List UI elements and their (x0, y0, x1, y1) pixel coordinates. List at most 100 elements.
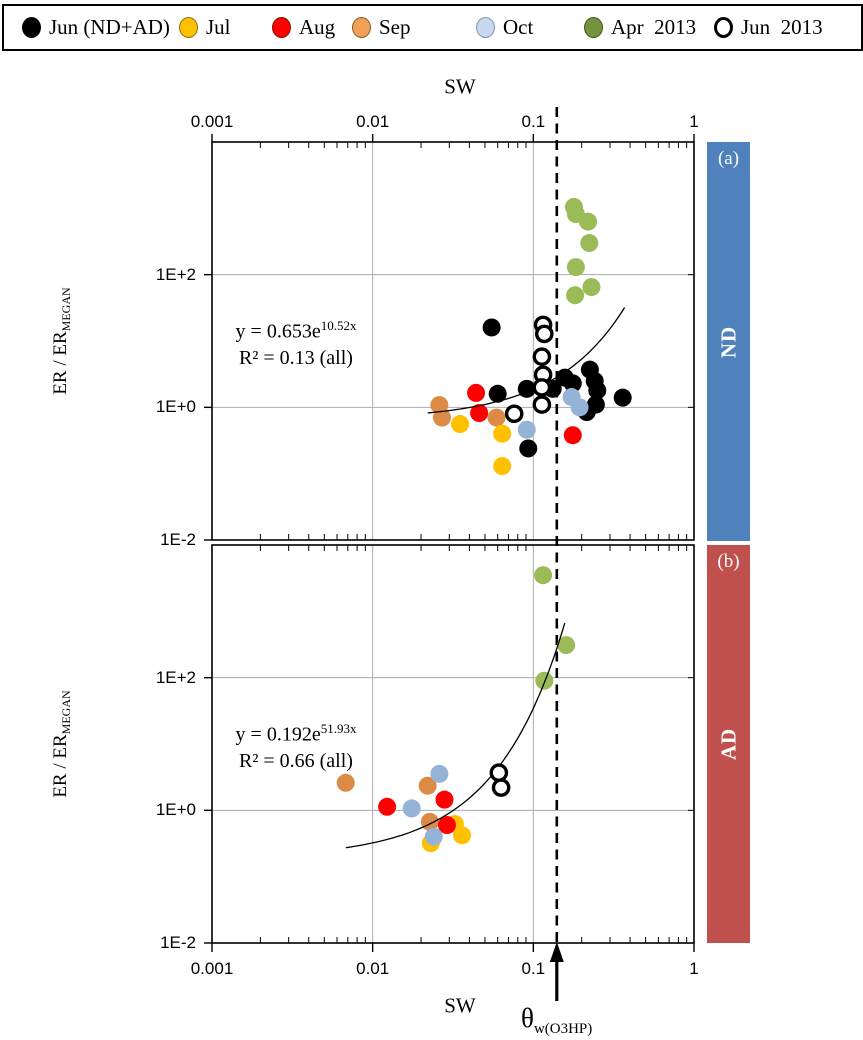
x-tick-label-bottom: 0.1 (521, 959, 546, 978)
data-point-oct (570, 398, 589, 417)
data-point-jun-2013-open (532, 347, 552, 366)
legend-item-label: Sep (379, 15, 411, 39)
data-point-jun-nd-ad- (519, 439, 538, 458)
data-point-oct (424, 827, 443, 846)
equation-line: y = 0.192e51.93x (235, 721, 357, 746)
circle-marker-icon (584, 17, 603, 38)
data-point-sep (487, 408, 506, 427)
data-point-jun-nd-ad- (613, 388, 632, 407)
x-tick-label-top: 0.001 (190, 112, 234, 131)
data-point-sep (418, 776, 437, 795)
theta-arrow-head (549, 942, 564, 962)
data-point-oct (402, 799, 421, 818)
legend-item-apr-2013: Apr 2013 (584, 6, 696, 49)
circle-marker-icon (352, 17, 371, 38)
legend-item-label: Aug (299, 15, 336, 39)
panel-border-a (211, 141, 695, 541)
data-point-apr-2013 (580, 234, 599, 253)
data-point-oct (517, 420, 536, 439)
circle-marker-icon (22, 17, 41, 38)
legend: Jun (ND+AD) Jul Aug Sep Oct Apr 2013 Jun 2013 (2, 4, 863, 51)
fit-equation-panel-a: y = 0.653e10.52x R² = 0.13 (all) (186, 313, 406, 371)
data-point-apr-2013 (582, 278, 601, 297)
panel-border-b (211, 544, 695, 944)
data-point-apr-2013 (534, 566, 553, 585)
data-point-jun-nd-ad- (482, 318, 501, 337)
legend-item-sep: Sep (352, 6, 411, 49)
y-tick-label: 1E+0 (155, 800, 196, 820)
data-point-jul (493, 457, 512, 476)
data-point-jul (451, 415, 470, 434)
panel-b-tag: (b) (717, 551, 740, 572)
data-point-sep (336, 773, 355, 792)
y-tick-label: 1E+2 (155, 667, 196, 687)
legend-item-label: Jul (206, 15, 231, 39)
fit-equation-panel-b: y = 0.192e51.93x R² = 0.66 (all) (186, 716, 406, 774)
y-tick-label: 1E+0 (155, 397, 196, 417)
x-tick-label-top: 0.1 (521, 112, 546, 131)
data-point-oct (430, 764, 449, 783)
x-tick-label-bottom: 1 (689, 959, 699, 978)
data-point-apr-2013 (566, 286, 585, 305)
data-point-apr-2013 (557, 636, 576, 655)
circle-marker-icon (476, 17, 495, 38)
legend-item-jun-2013: Jun 2013 (714, 6, 823, 49)
data-point-aug (470, 404, 489, 423)
ad-band-label: AD (716, 727, 740, 761)
data-point-jun-nd-ad- (488, 384, 507, 403)
x-tick-label-top: 1 (689, 112, 699, 131)
data-point-sep (432, 408, 451, 427)
y-axis-label-subscript: MEGAN (59, 690, 73, 735)
y-axis-label-text: ER / ER (50, 734, 71, 798)
data-point-jun-2013-open (504, 404, 524, 424)
data-point-jun-2013-open (489, 763, 509, 782)
x-tick-label-bottom: 0.001 (190, 959, 234, 978)
legend-item-label: Apr 2013 (611, 15, 697, 39)
panel-a-tag: (a) (717, 148, 740, 169)
data-point-apr-2013 (566, 258, 585, 277)
data-point-aug (435, 790, 454, 809)
data-point-jun-nd-ad- (586, 395, 605, 414)
legend-item-label: Oct (503, 15, 534, 39)
data-point-jun-2013-open (534, 324, 554, 344)
r-squared-line: R² = 0.13 (all) (239, 346, 353, 369)
data-point-aug (378, 797, 397, 816)
x-tick-label-top: 0.01 (356, 112, 390, 131)
legend-item-label: Jun (ND+AD) (49, 15, 170, 39)
legend-item-jul: Jul (179, 6, 231, 49)
y-axis-label-text: ER / ER (50, 331, 71, 395)
y-axis-label-panel-a: ER / ERMEGAN (50, 287, 74, 394)
y-tick-label: 1E-2 (160, 530, 196, 549)
theta-w-annotation: θw(O3HP) (521, 1003, 592, 1038)
data-point-aug (437, 816, 456, 835)
circle-marker-icon (272, 17, 291, 38)
fit-curve-b (345, 622, 566, 849)
data-point-jun-2013-open (532, 395, 552, 414)
y-tick-label: 1E-2 (160, 933, 196, 952)
data-point-jul (453, 826, 472, 845)
x-axis-title-bottom: SW (444, 993, 476, 1018)
nd-band-label: ND (716, 325, 740, 358)
legend-item-jun-nd-ad-: Jun (ND+AD) (22, 6, 170, 49)
r-squared-line: R² = 0.66 (all) (239, 749, 353, 772)
data-point-jul (493, 424, 512, 443)
equation-line: y = 0.653e10.52x (235, 318, 357, 343)
data-point-jun-nd-ad- (563, 374, 582, 393)
data-point-apr-2013 (535, 671, 554, 690)
y-tick-label: 1E+2 (155, 264, 196, 284)
ad-band: (b) AD (707, 545, 750, 943)
open-circle-marker-icon (714, 17, 733, 38)
legend-item-label: Jun 2013 (741, 15, 823, 39)
circle-marker-icon (179, 17, 198, 38)
y-axis-label-panel-b: ER / ERMEGAN (50, 690, 74, 797)
nd-band: (a) ND (707, 142, 750, 541)
data-point-aug (563, 426, 582, 445)
y-axis-label-subscript: MEGAN (59, 287, 73, 332)
x-tick-label-bottom: 0.01 (356, 959, 390, 978)
theta-symbol: θ (521, 1003, 534, 1033)
fit-curve-a (427, 307, 626, 414)
data-point-jun-2013-open (532, 378, 552, 397)
legend-item-oct: Oct (476, 6, 533, 49)
